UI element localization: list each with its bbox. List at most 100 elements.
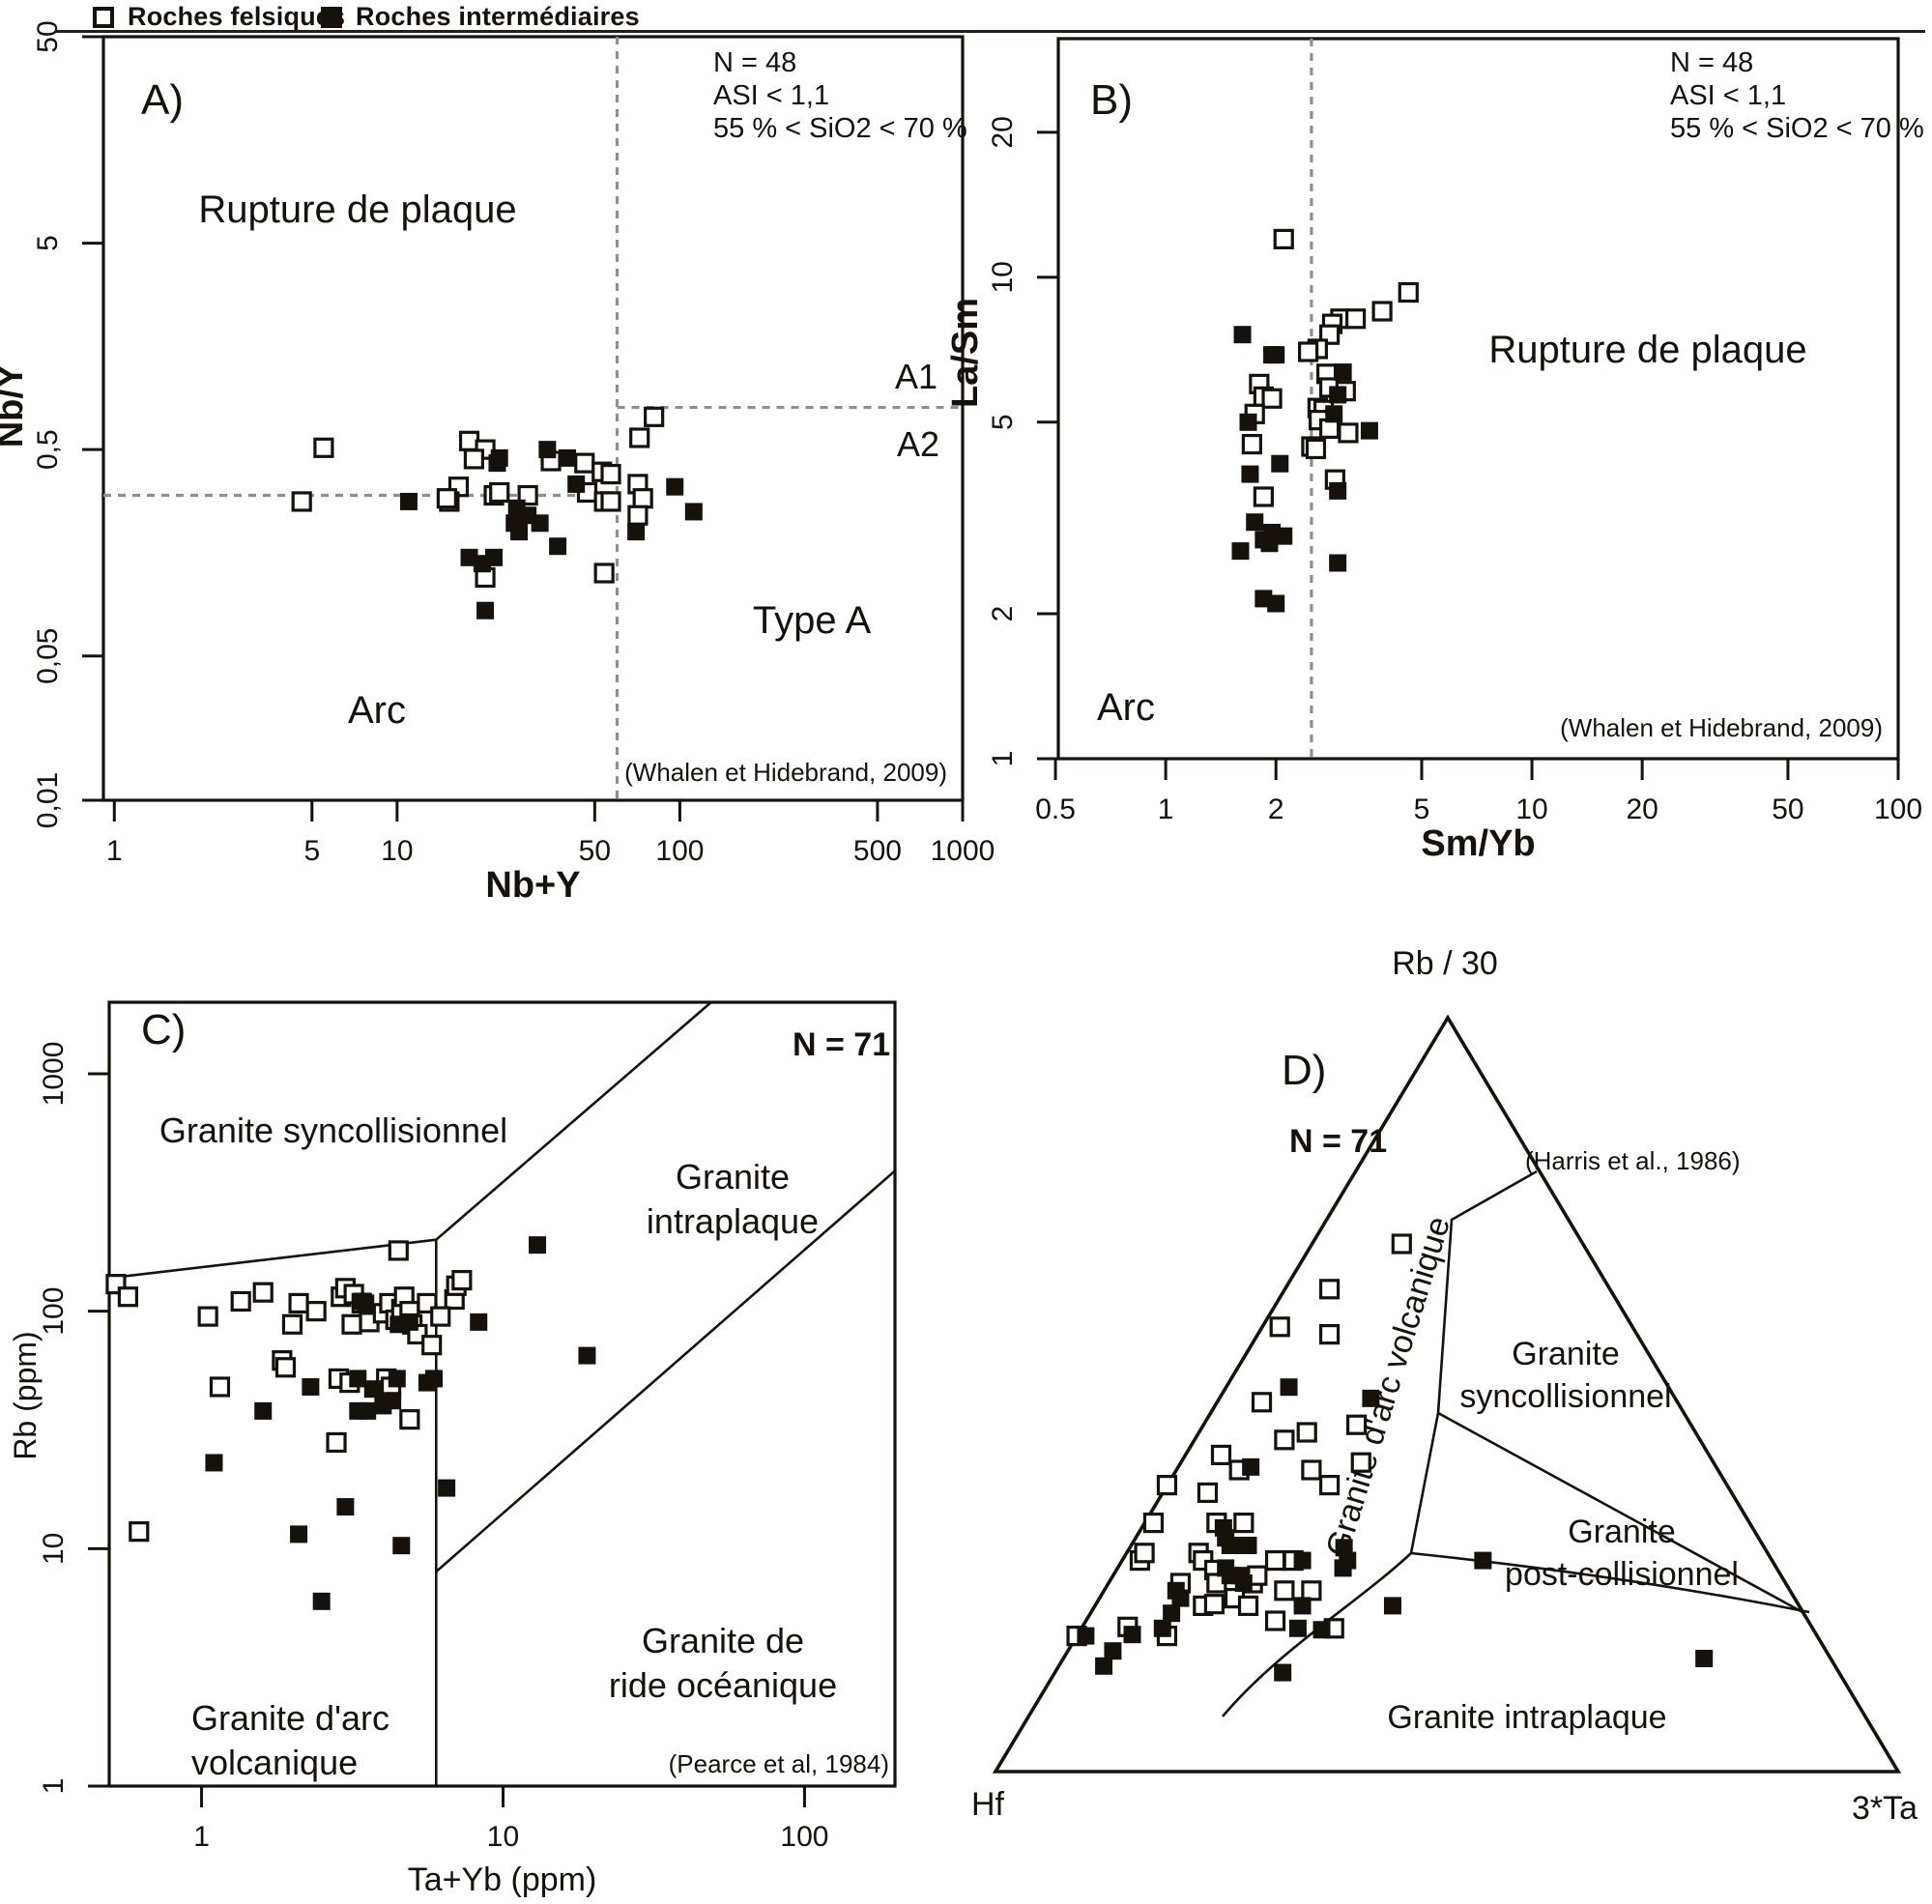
- x-tick-label: 2: [1268, 793, 1284, 825]
- data-point-felsic: [1156, 1474, 1178, 1496]
- data-point-felsic: [644, 406, 665, 427]
- legend: Roches felsiques Roches intermédiaires: [0, 0, 1932, 33]
- data-point-intermediate: [1163, 1604, 1181, 1623]
- data-point-felsic: [117, 1286, 138, 1308]
- data-point-intermediate: [1241, 465, 1259, 483]
- data-point-intermediate: [1312, 1621, 1331, 1639]
- data-point-felsic: [421, 1335, 443, 1356]
- data-point-felsic: [1261, 388, 1283, 409]
- data-point-felsic: [1318, 1474, 1341, 1496]
- data-point-intermediate: [1293, 1597, 1312, 1615]
- series-intermediate: [1077, 1378, 1714, 1682]
- y-tick-label: 1000: [38, 1042, 70, 1107]
- data-point-felsic: [436, 488, 457, 509]
- data-point-felsic: [1345, 308, 1367, 330]
- top-rule: [56, 30, 1925, 33]
- data-point-intermediate: [1221, 1567, 1239, 1585]
- data-point-felsic: [629, 427, 650, 448]
- data-point-felsic: [593, 563, 615, 584]
- region-label: Granite d'arc volcanique: [1319, 1212, 1457, 1561]
- data-point-felsic: [399, 1409, 420, 1430]
- data-point-felsic: [1350, 1452, 1371, 1473]
- data-point-intermediate: [1335, 1539, 1353, 1557]
- x-tick-label: 20: [1626, 793, 1658, 825]
- x-tick-label: 1: [106, 835, 123, 867]
- data-point-intermediate: [1267, 346, 1285, 364]
- data-point-intermediate: [357, 1294, 375, 1313]
- data-point-intermediate: [578, 1346, 596, 1365]
- data-point-felsic: [451, 1270, 473, 1291]
- panel-letter: C): [141, 1006, 186, 1053]
- data-point-intermediate: [363, 1380, 382, 1399]
- data-point-intermediate: [1123, 1626, 1141, 1644]
- data-point-intermediate: [1095, 1657, 1113, 1675]
- data-point-intermediate: [1104, 1642, 1122, 1660]
- y-tick-label: 0,01: [32, 772, 64, 828]
- data-point-intermediate: [470, 1313, 488, 1331]
- region-label: intraplaque: [647, 1201, 819, 1241]
- x-tick-label: 5: [303, 835, 320, 867]
- data-point-felsic: [281, 1313, 303, 1335]
- series-intermediate: [205, 1236, 596, 1610]
- data-point-felsic: [632, 488, 653, 509]
- y-axis-title: Rb (ppm): [8, 1331, 43, 1459]
- data-point-felsic: [1305, 438, 1327, 460]
- region-label: Type A: [753, 599, 872, 642]
- data-point-felsic: [252, 1282, 274, 1303]
- data-point-felsic: [341, 1313, 362, 1335]
- x-tick-label: 10: [381, 835, 413, 867]
- y-tick-label: 0,5: [32, 429, 64, 470]
- y-axis-title: Nb/Y: [0, 364, 31, 448]
- data-point-intermediate: [488, 454, 506, 473]
- data-point-intermediate: [1329, 481, 1347, 500]
- data-point-intermediate: [389, 1315, 408, 1334]
- x-tick-label: 50: [1772, 793, 1803, 825]
- x-tick-label: 10: [1515, 793, 1547, 825]
- data-point-intermediate: [1293, 1551, 1312, 1570]
- y-tick-label: 10: [987, 261, 1019, 293]
- data-point-felsic: [1253, 486, 1274, 507]
- annotation-line: N = 71: [1289, 1123, 1387, 1160]
- data-point-felsic: [388, 1240, 409, 1261]
- region-label: volcanique: [191, 1743, 358, 1782]
- x-axis-title: Sm/Yb: [1421, 823, 1535, 864]
- x-tick-label: 500: [853, 835, 902, 867]
- y-tick-label: 50: [32, 20, 64, 52]
- open-square-icon: [93, 6, 114, 28]
- data-point-felsic: [1298, 341, 1319, 362]
- region-label: A1: [895, 357, 937, 396]
- data-point-intermediate: [384, 1392, 402, 1410]
- panel-c: 1 10 100 1000 100 10 1 Ta+Yb (ppm) Rb (ppm) C) N =…: [8, 1000, 897, 1898]
- data-point-intermediate: [529, 1236, 547, 1255]
- region-boundary-line: [435, 1169, 896, 1573]
- plot-box: [1056, 37, 1900, 761]
- x-axis-title: Ta+Yb (ppm): [408, 1861, 597, 1898]
- left-vertex-label: Hf: [971, 1786, 1005, 1823]
- data-point-intermediate: [1362, 1389, 1380, 1407]
- region-label: Rupture de plaque: [198, 188, 516, 231]
- data-point-intermediate: [567, 475, 586, 493]
- legend-label-intermediate: Roches intermédiaires: [356, 2, 640, 31]
- region-label: syncollisionnel: [1459, 1378, 1671, 1415]
- data-point-intermediate: [1233, 326, 1252, 344]
- data-point-intermediate: [1221, 1537, 1239, 1554]
- data-point-intermediate: [1275, 527, 1293, 545]
- panel-letter: B): [1090, 76, 1133, 124]
- data-point-intermediate: [1254, 590, 1273, 608]
- data-point-intermediate: [473, 555, 491, 573]
- x-tick-label: 1: [193, 1821, 210, 1853]
- data-point-felsic: [430, 1306, 451, 1327]
- data-point-intermediate: [1383, 1597, 1401, 1615]
- x-tick-label: 1000: [931, 835, 995, 867]
- data-point-felsic: [1142, 1512, 1165, 1534]
- data-point-felsic: [1251, 1392, 1273, 1413]
- data-point-intermediate: [399, 492, 418, 510]
- data-point-felsic: [209, 1376, 231, 1398]
- region-label: post-collisionnel: [1505, 1556, 1739, 1593]
- citation: (Pearce et al, 1984): [669, 1749, 889, 1778]
- data-point-intermediate: [559, 448, 577, 467]
- data-point-intermediate: [1260, 534, 1279, 553]
- data-point-felsic: [1210, 1444, 1232, 1466]
- data-point-intermediate: [510, 523, 529, 541]
